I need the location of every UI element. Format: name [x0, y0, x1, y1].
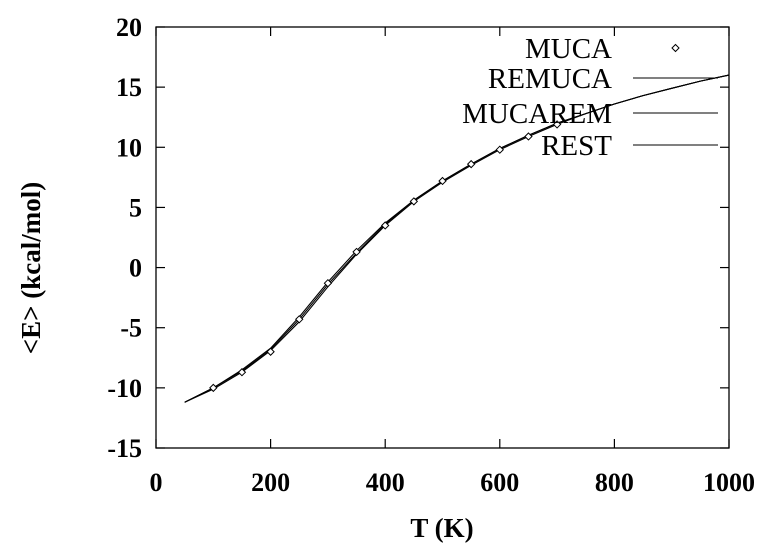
- y-tick-label: -10: [107, 374, 142, 403]
- x-tick-label: 200: [251, 468, 290, 497]
- y-axis-ticks: -15 -10 -5 0 5 10 15 20: [107, 13, 729, 463]
- legend-marker-muca: [671, 43, 680, 53]
- legend-label: MUCA: [525, 33, 612, 65]
- x-axis-title: T (K): [410, 513, 473, 543]
- data-point-muca: [409, 197, 419, 206]
- y-tick-label: -15: [107, 434, 142, 463]
- legend-label: MUCAREM: [462, 98, 612, 130]
- y-tick-label: -5: [120, 314, 142, 343]
- series-line-rest: [184, 74, 730, 403]
- plot-frame: [155, 26, 730, 449]
- data-point-muca: [524, 132, 533, 141]
- plot-border: [155, 26, 730, 449]
- x-tick-label: 600: [480, 468, 519, 497]
- y-tick-label: 20: [116, 13, 142, 42]
- data-point-muca: [209, 383, 218, 393]
- data-point-muca: [352, 247, 361, 257]
- legend-label: REST: [541, 130, 612, 162]
- data-point-muca: [295, 315, 304, 324]
- x-tick-label: 0: [150, 468, 163, 497]
- data-point-muca: [237, 368, 247, 377]
- x-tick-label: 1000: [703, 468, 755, 497]
- y-tick-label: 10: [116, 133, 142, 162]
- data-point-muca: [266, 347, 275, 356]
- data-point-muca: [552, 120, 562, 129]
- y-tick-label: 5: [129, 193, 142, 222]
- data-point-muca: [323, 279, 333, 288]
- x-tick-label: 800: [595, 468, 634, 497]
- series-layer: [184, 74, 730, 403]
- y-axis-title: <E> (kcal/mol): [16, 182, 46, 355]
- data-point-muca: [380, 221, 390, 230]
- data-point-muca: [466, 159, 476, 169]
- y-tick-label: 0: [129, 254, 142, 283]
- data-point-muca: [495, 145, 505, 154]
- legend-label: REMUCA: [488, 63, 612, 95]
- x-tick-label: 400: [366, 468, 405, 497]
- x-axis-ticks: 0 200 400 600 800 1000: [150, 27, 755, 497]
- y-tick-label: 15: [116, 73, 142, 102]
- data-point-muca: [438, 176, 447, 186]
